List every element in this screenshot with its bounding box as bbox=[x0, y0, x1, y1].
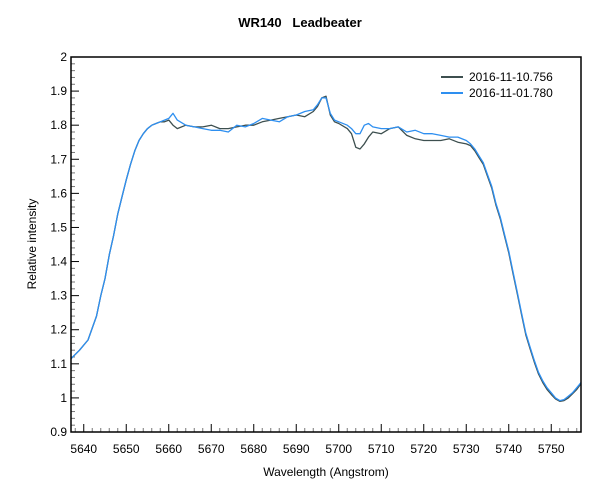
chart-title: WR140 Leadbeater bbox=[238, 15, 362, 30]
legend-label-0: 2016-11-10.756 bbox=[469, 70, 553, 84]
y-tick-label: 1.5 bbox=[50, 220, 67, 234]
legend-label-1: 2016-11-01.780 bbox=[469, 86, 553, 100]
series-lines bbox=[70, 95, 582, 402]
x-axis-label: Wavelength (Angstrom) bbox=[263, 465, 389, 479]
x-tick-label: 5730 bbox=[453, 442, 480, 456]
x-tick-label: 5700 bbox=[325, 442, 352, 456]
x-tick-label: 5690 bbox=[283, 442, 310, 456]
x-tick-label: 5660 bbox=[155, 442, 182, 456]
y-tick-label: 0.9 bbox=[50, 425, 67, 439]
plot-frame bbox=[70, 56, 582, 433]
legend: 2016-11-10.756 2016-11-01.780 bbox=[441, 70, 553, 100]
series-line-0 bbox=[70, 95, 582, 402]
axes: 5640 5650 5660 5670 5680 5690 5700 5710 5720 5730… bbox=[50, 50, 578, 456]
y-tick-label: 2 bbox=[60, 50, 67, 64]
x-tick-label: 5750 bbox=[538, 442, 565, 456]
x-tick-label: 5650 bbox=[113, 442, 140, 456]
y-tick-label: 1.9 bbox=[50, 84, 67, 98]
x-tick-label: 5670 bbox=[198, 442, 225, 456]
y-tick-label: 1.8 bbox=[50, 118, 67, 132]
y-tick-label: 1.4 bbox=[50, 255, 67, 269]
y-tick-label: 1 bbox=[60, 391, 67, 405]
x-tick-label: 5720 bbox=[410, 442, 437, 456]
y-tick-label: 1.7 bbox=[50, 152, 67, 166]
series-line-1 bbox=[70, 97, 582, 402]
x-tick-label: 5640 bbox=[70, 442, 97, 456]
y-axis-label: Relative intensity bbox=[25, 199, 39, 290]
y-tick-label: 1.2 bbox=[50, 323, 67, 337]
y-tick-label: 1.3 bbox=[50, 289, 67, 303]
x-tick-label: 5680 bbox=[240, 442, 267, 456]
y-tick-label: 1.6 bbox=[50, 186, 67, 200]
x-tick-label: 5710 bbox=[368, 442, 395, 456]
y-tick-label: 1.1 bbox=[50, 357, 67, 371]
x-tick-label: 5740 bbox=[495, 442, 522, 456]
